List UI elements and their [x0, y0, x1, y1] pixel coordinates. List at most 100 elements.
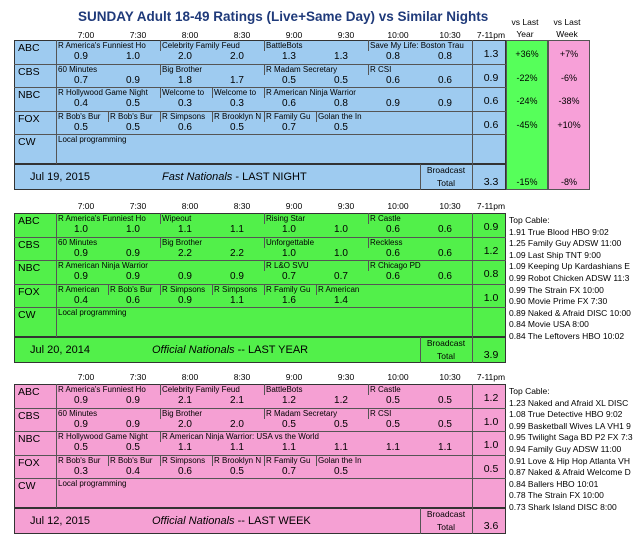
vs-year-value: +36% [515, 49, 539, 59]
time-header: 7:30 [129, 201, 147, 211]
top-cable-item: 0.84 Movie USA 8:00 [509, 319, 589, 330]
rating-value: 0.9 [74, 418, 88, 430]
rating-value: 1.0 [126, 51, 140, 62]
row-total: 0.5 [483, 462, 499, 475]
rating-value: 1.8 [178, 74, 192, 86]
rating-value: 0.9 [438, 98, 452, 109]
vs-year-total: -15% [516, 176, 538, 187]
rating-value: 0.6 [282, 98, 296, 109]
top-cable-item: 0.95 Twilight Saga BD P2 FX 7:3 [509, 432, 633, 443]
rating-value: 0.4 [126, 465, 140, 477]
program-name: Local programming [58, 479, 127, 488]
program-name: Unforgettable [266, 237, 315, 247]
grid-vline [264, 384, 265, 395]
footer-label: Official Nationals -- LAST YEAR [152, 344, 308, 356]
rating-value: 0.6 [386, 74, 400, 86]
grid-vline [212, 454, 213, 466]
grid-vline [160, 213, 161, 224]
rating-value: 1.2 [334, 395, 348, 406]
broadcast-label: Broadcast [426, 337, 466, 348]
rating-value: 0.5 [126, 98, 140, 109]
program-name: R American [58, 284, 100, 294]
top-cable-item: Top Cable: [509, 215, 550, 225]
program-name: R L&O SVU [266, 261, 309, 270]
vs-week-value: +10% [557, 119, 581, 130]
grid-vline [212, 87, 213, 98]
time-header: 9:30 [337, 30, 355, 40]
program-name: Big Brother [162, 237, 203, 247]
program-name: R Hollywood Game Night [58, 88, 148, 97]
grid-hline [14, 307, 506, 308]
time-header: 7-11pm [476, 30, 506, 40]
top-cable-item: 0.84 Ballers HBO 10:01 [509, 478, 599, 489]
section-3-body [14, 384, 506, 508]
total-label: Total [437, 177, 455, 188]
rating-value: 0.5 [126, 442, 140, 453]
grid-vline [264, 454, 265, 466]
rating-value: 1.4 [334, 294, 348, 306]
program-name: R America's Funniest Ho [58, 385, 146, 394]
program-name: R American Ninja Warrior [58, 261, 148, 270]
grid-vline [368, 260, 369, 271]
program-name: R Chicago PD [370, 261, 421, 270]
rating-value: 0.3 [178, 98, 192, 109]
time-header: 9:00 [285, 372, 303, 382]
rating-value: 0.7 [282, 465, 296, 477]
grid-vline [368, 384, 369, 395]
grid-hline [14, 283, 506, 285]
footer-label-rest: - LAST NIGHT [232, 170, 307, 183]
grid-hline [14, 454, 506, 456]
top-cable-item: 0.84 The Leftovers HBO 10:02 [509, 331, 625, 341]
rating-value: 1.0 [282, 247, 296, 259]
program-name: R CSI [370, 64, 392, 74]
network-label-cbs: CBS [18, 409, 40, 422]
vs-year-column [506, 40, 548, 190]
rating-value: 0.7 [282, 271, 296, 282]
time-header: 7:30 [129, 30, 147, 40]
rating-value: 2.2 [230, 247, 244, 259]
grid-vline [264, 407, 265, 419]
program-name: R Simpsons [214, 284, 258, 294]
grid-hline [14, 134, 506, 135]
top-cable-item: 0.99 Robot Chicken ADSW 11:3 [509, 273, 630, 283]
rating-value: 1.0 [282, 224, 296, 235]
program-name: Golan the In [318, 111, 362, 121]
program-name: R American [318, 284, 360, 294]
top-cable-item: 1.09 Keeping Up Kardashians E [509, 261, 630, 272]
grid-hline [14, 407, 506, 409]
time-header: 7-11pm [476, 201, 506, 211]
grid-vline [264, 236, 265, 248]
rating-value: 1.1 [230, 294, 244, 306]
grid-hline [14, 236, 506, 238]
footer-label-main: Official Nationals [152, 514, 235, 527]
program-name: 60 Minutes [58, 408, 98, 418]
grid-vline [160, 454, 161, 466]
title-rest: Adult 18-49 Ratings (Live+Same Day) vs S… [133, 9, 489, 24]
rating-value: 0.9 [126, 418, 140, 430]
rating-value: 1.1 [386, 442, 400, 453]
time-header: 10:30 [439, 30, 461, 40]
grid-vline [420, 163, 421, 190]
network-label-nbc: NBC [18, 433, 41, 445]
broadcast-label: Broadcast [426, 508, 466, 519]
vs-year-value: -45% [516, 119, 538, 130]
grid-vline [160, 283, 161, 295]
top-cable-item: 1.91 True Blood HBO 9:02 [509, 226, 609, 237]
grid-vline [368, 213, 369, 224]
program-name: BattleBots [266, 385, 303, 394]
program-name: R Brooklyn N [214, 455, 262, 465]
row-total: 1.0 [483, 291, 499, 304]
rating-value: 2.0 [230, 51, 244, 62]
rating-value: 0.5 [334, 121, 348, 133]
network-label-nbc: NBC [18, 262, 41, 274]
rating-value: 0.9 [230, 271, 244, 282]
grid-hline [14, 431, 506, 432]
rating-value: 0.8 [438, 51, 452, 62]
vs-year-value: -24% [516, 96, 538, 106]
grid-vline [264, 63, 265, 75]
time-header: 9:00 [285, 30, 303, 40]
rating-value: 1.1 [230, 442, 244, 453]
time-header: 9:30 [337, 372, 355, 382]
program-name: Reckless [370, 237, 403, 247]
grid-vline [56, 384, 57, 508]
